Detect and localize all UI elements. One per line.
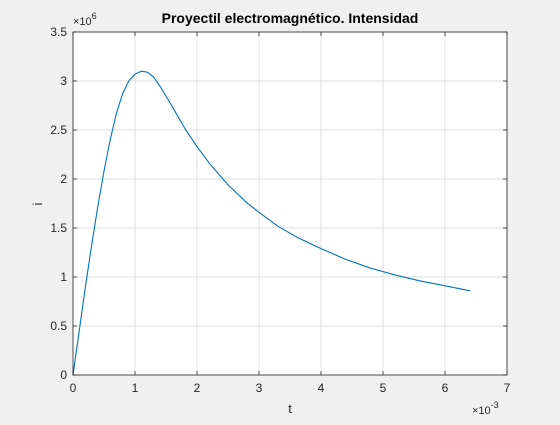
x-tick-label: 1 bbox=[132, 381, 139, 395]
y-tick-label: 2 bbox=[60, 172, 67, 186]
y-tick-label: 1.5 bbox=[50, 221, 67, 235]
y-tick-label: 3.5 bbox=[50, 25, 67, 39]
x-tick-label: 7 bbox=[504, 381, 511, 395]
y-tick-label: 3 bbox=[60, 74, 67, 88]
x-tick-label: 5 bbox=[380, 381, 387, 395]
chart-title: Proyectil electromagnético. Intensidad bbox=[162, 10, 419, 26]
x-axis-multiplier: ×10-3 bbox=[472, 400, 499, 417]
ticks bbox=[72, 31, 508, 376]
y-tick-label: 2.5 bbox=[50, 123, 67, 137]
x-tick-label: 3 bbox=[256, 381, 263, 395]
plot-area bbox=[73, 32, 507, 375]
y-tick-label: 0 bbox=[60, 368, 67, 382]
x-tick-label: 6 bbox=[442, 381, 449, 395]
x-tick-label: 4 bbox=[318, 381, 325, 395]
grid bbox=[72, 31, 508, 376]
y-axis-multiplier: ×106 bbox=[73, 11, 97, 28]
series-layer bbox=[72, 70, 471, 376]
y-axis-label: i bbox=[30, 202, 45, 205]
y-tick-label: 1 bbox=[60, 270, 67, 284]
x-tick-label: 2 bbox=[194, 381, 201, 395]
x-axis-label: t bbox=[288, 401, 292, 416]
tick-labels: 0 1 2 3 4 5 6 7 0 0.5 1 1.5 2 2.5 3 3.5 bbox=[50, 25, 510, 395]
axes-box bbox=[72, 31, 508, 376]
series-line bbox=[72, 70, 471, 376]
x-tick-label: 0 bbox=[70, 381, 77, 395]
y-tick-label: 0.5 bbox=[50, 319, 67, 333]
